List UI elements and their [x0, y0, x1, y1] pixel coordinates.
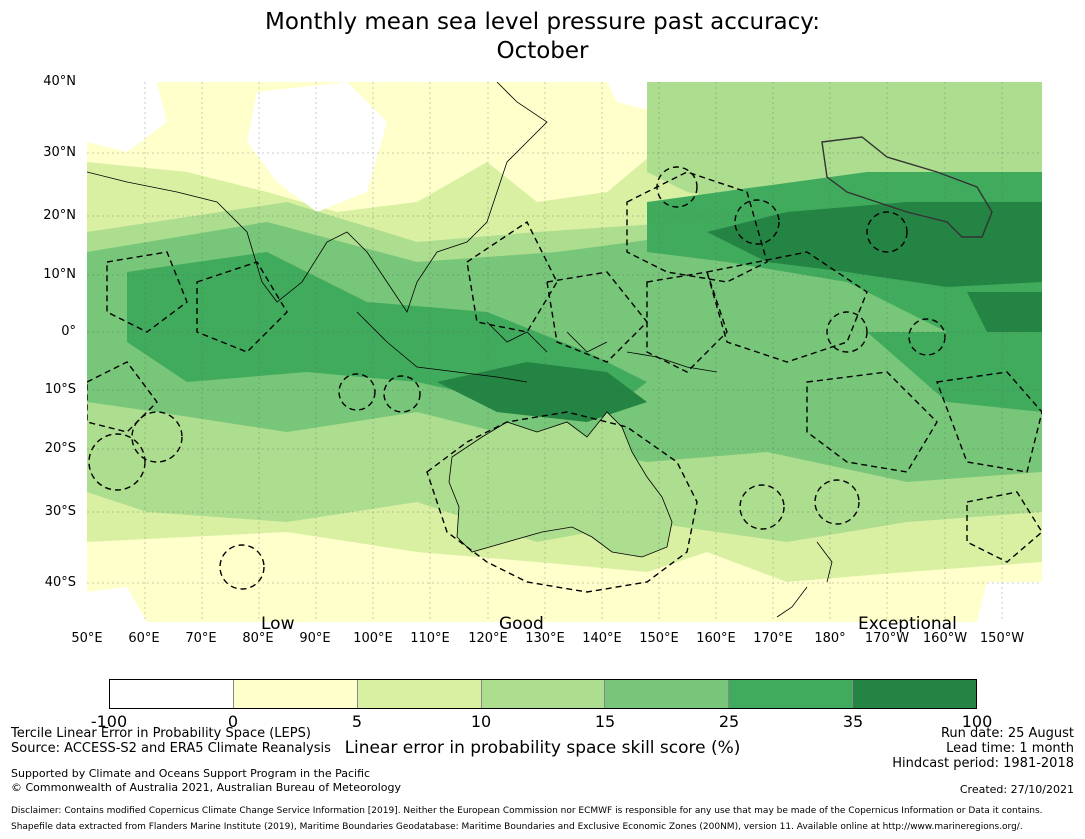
- footer-hindcast: Hindcast period: 1981-2018: [892, 756, 1074, 771]
- colorbar-tick: 0: [227, 712, 239, 731]
- lat-label: 10°N: [43, 267, 76, 282]
- lon-label: 160°E: [696, 631, 736, 646]
- lon-label: 140°E: [582, 631, 622, 646]
- skill-label-low: Low: [261, 614, 295, 634]
- title-line2: October: [496, 38, 589, 64]
- skill-area-none-north: [87, 82, 662, 212]
- lat-label: 20°N: [43, 208, 76, 223]
- lon-label: 50°E: [71, 631, 103, 646]
- footer-created: Created: 27/10/2021: [959, 783, 1074, 796]
- lon-label: 150°E: [639, 631, 679, 646]
- lon-label: 110°E: [410, 631, 450, 646]
- coastline-indonesia: [356, 311, 718, 383]
- footer-source: Source: ACCESS-S2 and ERA5 Climate Reana…: [11, 741, 331, 756]
- lon-label: 150°W: [979, 631, 1025, 646]
- skill-label-exceptional: Exceptional: [858, 614, 957, 634]
- lat-label: 20°S: [44, 441, 76, 456]
- colorbar-segment: [729, 680, 854, 708]
- lon-label: 100°E: [353, 631, 393, 646]
- footer-method: Tercile Linear Error in Probability Spac…: [11, 726, 311, 741]
- colorbar: [109, 679, 977, 709]
- hawaii-boundary: [821, 136, 993, 238]
- footer-shapefile-credit: Shapefile data extracted from Flanders M…: [11, 822, 1023, 832]
- colorbar-tick: 35: [842, 712, 864, 731]
- lon-label: 130°E: [525, 631, 565, 646]
- lon-label: 60°E: [128, 631, 160, 646]
- colorbar-label: Linear error in probability space skill …: [344, 738, 741, 758]
- footer-support-line1: Supported by Climate and Oceans Support …: [11, 767, 371, 780]
- footer-run-info: Run date: 25 August Lead time: 1 month H…: [892, 726, 1074, 771]
- lon-label: 80°E: [242, 631, 274, 646]
- lon-label: 170°W: [864, 631, 910, 646]
- lon-label: 160°W: [922, 631, 968, 646]
- footer-support: Supported by Climate and Oceans Support …: [11, 767, 401, 795]
- skill-area-low-south: [87, 532, 1042, 622]
- colorbar-tick: 15: [594, 712, 616, 731]
- footer-disclaimer: Disclaimer: Contains modified Copernicus…: [11, 806, 1043, 816]
- lat-label: 10°S: [44, 382, 76, 397]
- coastline-new-zealand: [776, 541, 833, 618]
- colorbar-tick: 100: [961, 712, 993, 731]
- lat-label: 40°S: [44, 575, 76, 590]
- footer-run-date: Run date: 25 August: [940, 726, 1074, 741]
- lon-label: 70°E: [185, 631, 217, 646]
- lat-label: 40°N: [43, 74, 76, 89]
- footer-lead-time: Lead time: 1 month: [946, 741, 1074, 756]
- colorbar-tick: 25: [718, 712, 740, 731]
- lon-label: 170°E: [753, 631, 793, 646]
- footer-copyright: © Commonwealth of Australia 2021, Austra…: [11, 781, 401, 794]
- lon-label: 120°E: [468, 631, 508, 646]
- colorbar-segment: [110, 680, 234, 708]
- colorbar-segment: [853, 680, 977, 708]
- colorbar-tick: -100: [90, 712, 128, 731]
- map-gridlines: [87, 82, 1042, 622]
- colorbar-segment: [233, 680, 358, 708]
- colorbar-tick: 5: [351, 712, 363, 731]
- lon-label: 180°: [814, 631, 846, 646]
- colorbar-segment: [481, 680, 606, 708]
- lat-label: 0°: [61, 324, 76, 339]
- colorbar-segment: [357, 680, 482, 708]
- lat-label: 30°S: [44, 504, 76, 519]
- skill-map: [87, 82, 1042, 622]
- colorbar-segment: [605, 680, 730, 708]
- map-title: Monthly mean sea level pressure past acc…: [0, 8, 1085, 66]
- lon-label: 90°E: [299, 631, 331, 646]
- coastline-asia: [87, 82, 548, 313]
- lat-label: 30°N: [43, 145, 76, 160]
- colorbar-tick: 10: [470, 712, 492, 731]
- skill-area-exceptional: [437, 202, 1042, 422]
- skill-label-good: Good: [499, 614, 544, 634]
- title-line1: Monthly mean sea level pressure past acc…: [265, 9, 820, 35]
